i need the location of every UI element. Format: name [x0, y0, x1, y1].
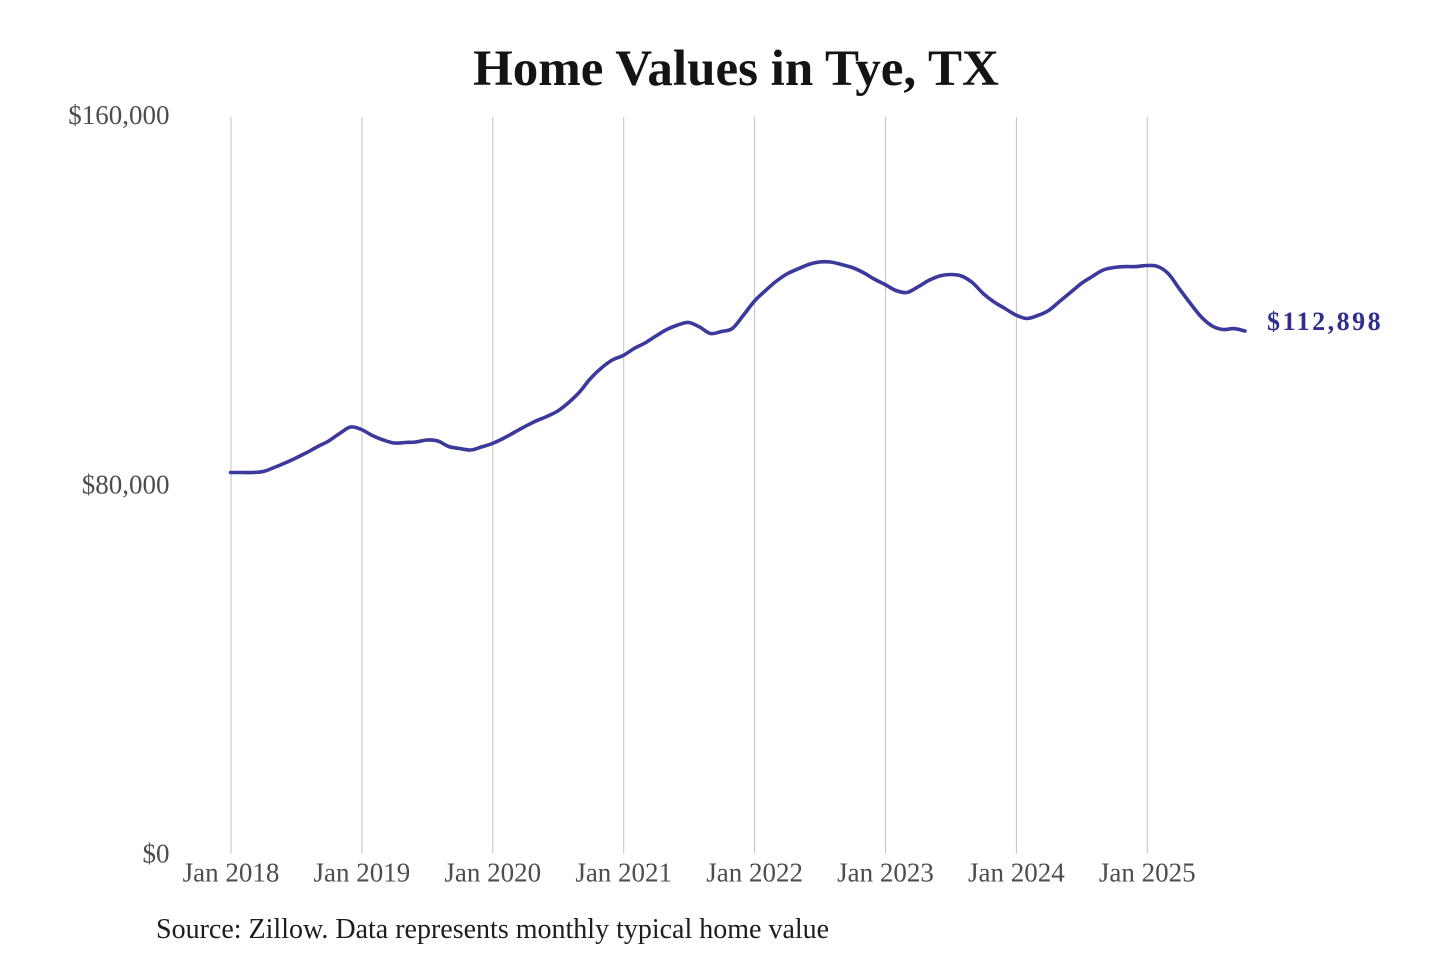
svg-text:Jan 2025: Jan 2025: [1099, 858, 1196, 888]
svg-text:Jan 2023: Jan 2023: [837, 858, 934, 888]
svg-text:Home Values in Tye, TX: Home Values in Tye, TX: [473, 41, 999, 97]
svg-text:Jan 2018: Jan 2018: [183, 858, 280, 888]
svg-text:$160,000: $160,000: [68, 100, 169, 130]
svg-text:$80,000: $80,000: [82, 470, 170, 500]
svg-text:$112,898: $112,898: [1267, 307, 1383, 336]
svg-text:Jan 2019: Jan 2019: [314, 858, 411, 888]
svg-text:Jan 2021: Jan 2021: [575, 858, 672, 888]
svg-text:Jan 2024: Jan 2024: [968, 858, 1065, 888]
svg-text:Jan 2020: Jan 2020: [444, 858, 541, 888]
svg-text:Jan 2022: Jan 2022: [706, 858, 803, 888]
svg-text:Source: Zillow. Data represent: Source: Zillow. Data represents monthly …: [156, 914, 829, 945]
svg-text:$0: $0: [143, 839, 170, 869]
